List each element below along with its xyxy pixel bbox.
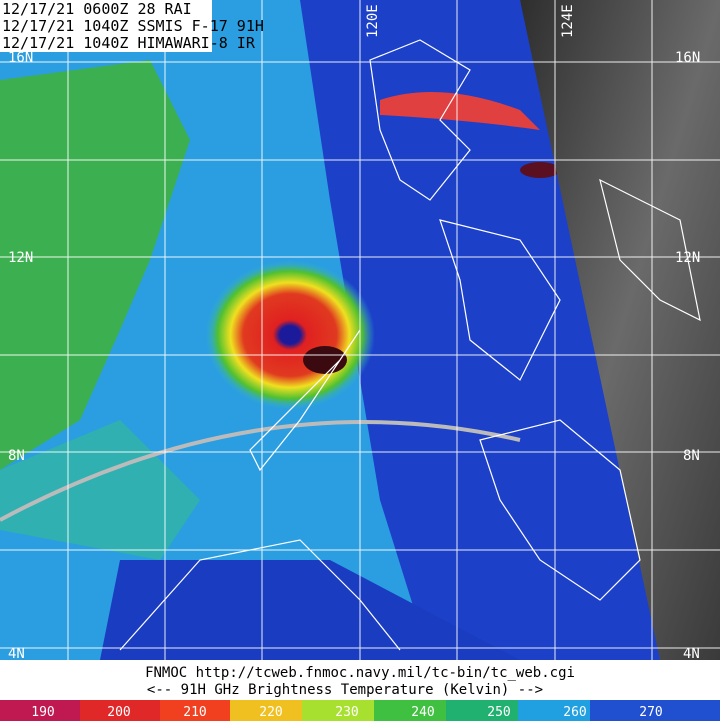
- footer-source: FNMOC http://tcweb.fnmoc.navy.mil/tc-bin…: [145, 665, 575, 681]
- colorbar-label: 200: [107, 705, 130, 720]
- imagery: [0, 0, 720, 660]
- lon-label: 124E: [560, 4, 576, 38]
- lat-label: 4N: [683, 646, 700, 662]
- swath-edge: [0, 420, 521, 522]
- colorbar: [0, 700, 720, 721]
- lat-label: 16N: [8, 50, 33, 66]
- band-spot: [520, 162, 560, 178]
- header-line: 12/17/21 0600Z 28 RAI: [2, 0, 192, 18]
- colorbar-label: 230: [335, 705, 358, 720]
- lat-label: 12N: [675, 250, 700, 266]
- green-region: [0, 60, 190, 470]
- coastlines: [119, 39, 701, 651]
- header-box: [0, 0, 212, 52]
- ir-region: [520, 0, 720, 660]
- colorbar-label: 270: [639, 705, 662, 720]
- colorbar-label: 240: [411, 705, 434, 720]
- lat-label: 8N: [683, 448, 700, 464]
- band-north: [380, 92, 540, 130]
- colorbar-label: 250: [487, 705, 510, 720]
- colorbar-label: 190: [31, 705, 54, 720]
- colorbar-label: 220: [259, 705, 282, 720]
- colorbar-label: 260: [563, 705, 586, 720]
- footer-box: [0, 660, 720, 700]
- header-line: 12/17/21 1040Z SSMIS F-17 91H: [2, 17, 264, 35]
- lon-label: 120E: [365, 4, 381, 38]
- footer-legend-title: <-- 91H GHz Brightness Temperature (Kelv…: [147, 682, 543, 698]
- header-line: 12/17/21 1040Z HIMAWARI-8 IR: [2, 34, 256, 52]
- colorbar-labels: 190 200 210 220 230 240 250 260 270: [31, 705, 662, 720]
- lat-label: 8N: [8, 448, 25, 464]
- lat-label: 16N: [675, 50, 700, 66]
- lat-label: 4N: [8, 646, 25, 662]
- storm: [205, 260, 375, 410]
- blue-south: [100, 560, 520, 660]
- lat-label: 12N: [8, 250, 33, 266]
- colorbar-label: 210: [183, 705, 206, 720]
- graticule: [0, 0, 720, 660]
- blue-region: [300, 0, 660, 660]
